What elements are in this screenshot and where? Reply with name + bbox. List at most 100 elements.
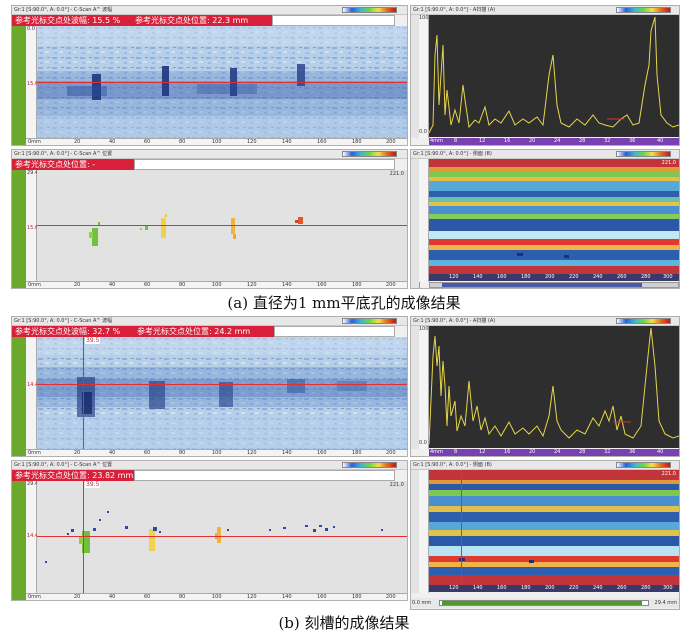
bscan-image[interactable]: [429, 470, 679, 585]
y-axis-ruler: 14.4: [26, 337, 39, 450]
x-tick: 40: [109, 594, 116, 600]
x-tick: 60: [144, 450, 151, 456]
scroll-track[interactable]: [439, 600, 649, 606]
color-palette-bar[interactable]: [342, 318, 397, 324]
x-tick: 120: [247, 450, 257, 456]
side-ruler-green[interactable]: [12, 26, 27, 145]
x-tick: 100: [212, 282, 222, 288]
color-palette-bar[interactable]: [616, 7, 671, 13]
cscan-amplitude-view-a: Gr:1 [S:90.0°, A: 0.0°] - C-Scan A^ 波幅 参…: [11, 5, 408, 146]
ascan-view-b: Gr:1 [S:90.0°, A: 0.0°] - A扫描 (A) 100.0 …: [410, 316, 680, 457]
color-palette-bar[interactable]: [342, 151, 397, 157]
reference-cursor-vertical[interactable]: [83, 337, 84, 449]
y-right-label: 221.0: [389, 482, 404, 488]
y-right-label: 221.0: [389, 171, 404, 177]
x-tick: 240: [593, 274, 603, 280]
position-readout: 参考光标交点处位置: -: [12, 159, 134, 170]
x-tick: 60: [144, 139, 151, 145]
x-tick: 8: [454, 449, 458, 455]
x-start-label: 0mm: [28, 282, 41, 288]
x-tick: 36: [629, 138, 636, 144]
side-ruler-green[interactable]: [12, 481, 27, 600]
x-tick: 20: [529, 138, 536, 144]
view-title: Gr:1 [S:90.0°, A: 0.0°] - 侧面 (B): [411, 461, 679, 470]
color-palette-bar[interactable]: [616, 462, 671, 468]
cscan-position-image[interactable]: 39.5: [37, 481, 407, 593]
reference-cursor-horizontal[interactable]: [37, 536, 407, 537]
x-tick: 28: [579, 449, 586, 455]
y-bottom-label: 0.0: [419, 440, 427, 446]
position-readout: 参考光标交点处位置: 22.3 mm: [132, 15, 272, 26]
readout-blank-field: [274, 326, 395, 337]
bscan-image-svg: [429, 470, 679, 585]
y-axis-ruler: [419, 159, 429, 282]
x-tick: 100: [212, 450, 222, 456]
caption-a: (a) 直径为1 mm平底孔的成像结果: [227, 294, 461, 312]
ascan-waveform-svg: [429, 327, 679, 445]
x-tick: 160: [317, 594, 327, 600]
cscan-image-svg: [37, 337, 407, 449]
cscan-amplitude-image[interactable]: [37, 26, 407, 138]
color-palette-bar[interactable]: [616, 151, 671, 157]
x-tick: 140: [282, 282, 292, 288]
y-top-label: 29.4: [27, 481, 39, 487]
view-title: Gr:1 [S:90.0°, A: 0.0°] - A扫描 (A): [411, 317, 679, 326]
x-tick: 36: [629, 449, 636, 455]
ascan-waveform-svg: [429, 16, 679, 134]
reference-cursor-vertical[interactable]: [461, 470, 462, 585]
x-axis-ruler: 4mm 8 12 16 20 24 28 32 36 40: [429, 449, 679, 456]
x-tick: 120: [449, 274, 459, 280]
cscan-position-view-b: Gr:1 [S:90.0°, A: 0.0°] - C-Scan A^ 位置 参…: [11, 460, 408, 601]
y-ref-label: 14.4: [27, 382, 39, 388]
x-tick: 200: [386, 282, 396, 288]
x-start-label: 0mm: [28, 139, 41, 145]
y-axis-ruler: 0.0 15.6: [26, 26, 38, 139]
view-title: Gr:1 [S:90.0°, A: 0.0°] - C-Scan A^ 位置: [12, 150, 407, 159]
cscan-position-view-a: Gr:1 [S:90.0°, A: 0.0°] - C-Scan A^ 位置 参…: [11, 149, 408, 289]
x-axis-ruler: 0mm 20 40 60 80 100 120 140 160 180 200: [26, 593, 407, 600]
reference-cursor-horizontal[interactable]: [37, 384, 407, 385]
x-tick: 300: [663, 274, 673, 280]
y-right-label: 221.0: [661, 471, 676, 477]
bscan-image[interactable]: [429, 159, 679, 274]
x-axis-ruler: 120 140 160 180 200 220 240 260 280 300: [429, 585, 679, 592]
cscan-position-image[interactable]: [37, 170, 407, 281]
x-tick: 32: [604, 138, 611, 144]
x-tick: 200: [545, 585, 555, 591]
x-tick: 200: [545, 274, 555, 280]
x-tick: 24: [554, 449, 561, 455]
side-ruler-green[interactable]: [12, 337, 27, 456]
x-tick: 180: [521, 585, 531, 591]
reference-cursor-vertical[interactable]: [83, 481, 84, 593]
x-tick: 60: [144, 594, 151, 600]
color-palette-bar[interactable]: [342, 7, 397, 13]
x-tick: 120: [247, 594, 257, 600]
scroll-thumb[interactable]: [442, 601, 642, 605]
y-axis-ruler: 29.4 15.6: [26, 170, 38, 282]
reference-cursor-horizontal[interactable]: [37, 82, 407, 83]
color-palette-bar[interactable]: [342, 462, 397, 468]
scroll-thumb[interactable]: [442, 283, 642, 287]
reference-cursor-horizontal[interactable]: [37, 225, 407, 226]
x-tick: 140: [473, 274, 483, 280]
scroll-bar[interactable]: [429, 282, 679, 288]
ascan-waveform-plot[interactable]: [429, 326, 679, 448]
x-tick: 180: [352, 282, 362, 288]
cscan-amplitude-image[interactable]: 39.5: [37, 337, 407, 449]
x-tick: 180: [352, 139, 362, 145]
x-tick: 24: [554, 138, 561, 144]
x-start-label: 4mm: [430, 138, 443, 144]
x-tick: 20: [74, 450, 81, 456]
position-readout: 参考光标交点处位置: 24.2 mm: [134, 326, 274, 337]
color-palette-bar[interactable]: [616, 318, 671, 324]
scroll-bar[interactable]: 0.0 mm 29.4 mm: [411, 598, 679, 608]
y-axis-ruler: 100.0 0.0: [419, 15, 433, 138]
x-tick: 80: [179, 594, 186, 600]
bscan-image-svg: [429, 159, 679, 274]
ascan-waveform-plot[interactable]: [429, 15, 679, 137]
side-ruler-green[interactable]: [12, 170, 27, 288]
x-tick: 80: [179, 450, 186, 456]
x-tick: 20: [529, 449, 536, 455]
readout-blank-field: [134, 159, 395, 170]
x-tick: 160: [497, 585, 507, 591]
